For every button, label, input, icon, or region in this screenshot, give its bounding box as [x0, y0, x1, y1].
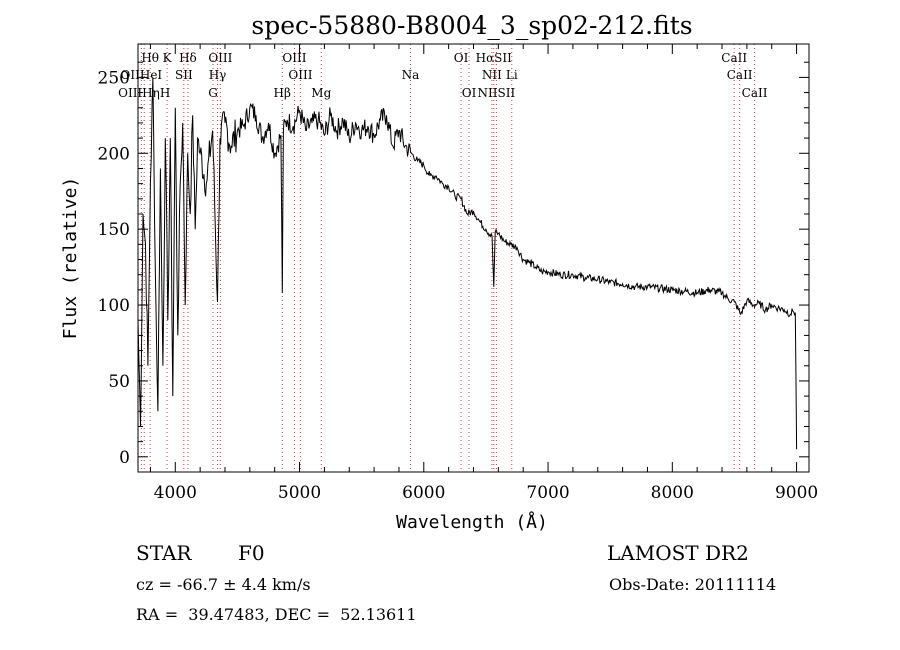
observation-date: Obs-Date: 20111114 [609, 575, 777, 594]
spectral-line-label-19: Mg [311, 86, 331, 100]
spectral-line-label-8: OIIHeI [121, 68, 163, 82]
y-tick-label-2: 100 [98, 296, 130, 316]
spectral-line-label-21: NIISII [478, 86, 516, 100]
spectral-line-label-10: Hγ [209, 68, 227, 82]
chart-title: spec-55880-B8004_3_sp02-212.fits [251, 11, 692, 40]
spectral-line-label-6: HαSII [476, 51, 513, 65]
spectral-line-label-15: CaII [727, 68, 753, 82]
spectral-line-label-18: Hβ [274, 86, 291, 100]
x-tick-label-4: 8000 [651, 483, 694, 503]
object-class: STAR [136, 541, 192, 565]
axis-ticks: 4000 5000 6000 7000 8000 9000 0 50 100 150 200 250 [98, 44, 818, 503]
survey-name: LAMOST DR2 [607, 541, 749, 565]
spectral-line-label-3: OIII [208, 51, 232, 65]
x-tick-label-2: 6000 [402, 483, 445, 503]
spectral-line-label-5: OI [454, 51, 469, 65]
series-layer [137, 77, 798, 450]
y-tick-label-1: 50 [108, 372, 130, 392]
redshift-readout: cz = -66.7 ± 4.4 km/s [136, 575, 311, 594]
spectral-line-label-4: OIII [282, 51, 306, 65]
y-tick-label-4: 200 [98, 144, 130, 164]
spectral-line-label-13: NII [482, 68, 502, 82]
y-tick-label-3: 150 [98, 220, 130, 240]
x-tick-label-0: 4000 [154, 483, 197, 503]
spectral-line-label-14: Li [506, 68, 518, 82]
y-tick-label-0: 0 [119, 448, 130, 468]
spectral-line-label-22: CaII [742, 86, 768, 100]
spectral-line-label-11: OIII [288, 68, 312, 82]
series-line-0 [137, 77, 798, 450]
spectral-line-label-20: OI [462, 86, 477, 100]
spectral-line-label-9: SII [175, 68, 193, 82]
spectral-line-label-17: G [208, 86, 218, 100]
x-tick-label-5: 9000 [775, 483, 818, 503]
spectral-line-label-12: Na [402, 68, 420, 82]
coordinates-readout: RA = 39.47483, DEC = 52.13611 [136, 605, 417, 624]
spectral-line-label-1: K [163, 51, 173, 65]
x-tick-label-3: 7000 [526, 483, 569, 503]
y-axis-label: Flux (relative) [60, 177, 81, 340]
object-subclass: F0 [238, 541, 265, 565]
spectral-line-label-2: Hδ [179, 51, 197, 65]
spectral-line-label-7: CaII [721, 51, 747, 65]
plot-frame [137, 43, 810, 473]
spectral-line-markers: Hθ K Hδ OIII OIII OI HαSII CaII OIIHeI SII Hγ OIII N… [118, 44, 768, 472]
spectral-line-label-16: OIIIHηH [118, 86, 170, 100]
y-tick-label-5: 250 [98, 68, 130, 88]
x-axis-label: Wavelength (Å) [396, 511, 548, 533]
spectral-line-label-0: Hθ [141, 51, 159, 65]
x-tick-label-1: 5000 [278, 483, 321, 503]
